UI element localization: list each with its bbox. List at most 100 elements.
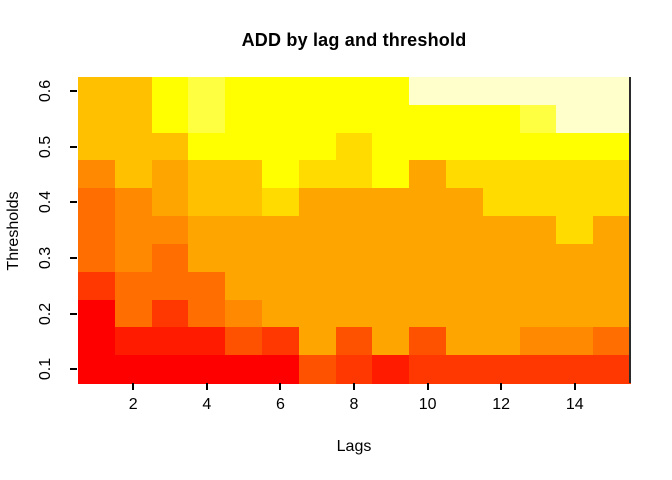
heatmap-cell [335, 77, 374, 106]
heatmap-cell [593, 271, 631, 301]
heatmap-cell [372, 271, 410, 301]
heatmap-cell [188, 104, 226, 134]
y-axis-tick [70, 89, 77, 92]
heatmap-cell [262, 299, 300, 329]
heatmap-cell [262, 216, 300, 245]
heatmap-cell [78, 327, 116, 356]
heatmap-cell [188, 77, 226, 106]
heatmap-cell [114, 299, 153, 329]
heatmap-cell [446, 271, 484, 301]
heatmap-cell [519, 355, 558, 384]
heatmap-cell [78, 271, 116, 301]
heatmap-cell [78, 188, 116, 217]
heatmap-cell [593, 243, 631, 273]
heatmap-cell [409, 327, 447, 356]
y-axis-tick-label: 0.3 [37, 246, 54, 269]
y-axis-tick-label: 0.4 [37, 191, 54, 214]
x-axis-tick [279, 383, 282, 390]
heatmap-cell [556, 355, 594, 384]
heatmap-cell [262, 160, 300, 189]
heatmap-cell [482, 243, 521, 273]
heatmap-cell [262, 327, 300, 356]
heatmap-cell [482, 132, 521, 162]
y-axis-tick [70, 201, 77, 204]
heatmap-cell [151, 299, 190, 329]
y-axis-tick [70, 312, 77, 315]
heatmap-cell [335, 299, 374, 329]
heatmap-cell [188, 132, 226, 162]
heatmap-cell [593, 355, 631, 384]
heatmap-cell [78, 104, 116, 134]
heatmap-cell [298, 243, 337, 273]
heatmap-cell [114, 104, 153, 134]
heatmap-cell [151, 160, 190, 189]
heatmap-cell [188, 243, 226, 273]
heatmap-cell [446, 243, 484, 273]
heatmap-cell [298, 271, 337, 301]
heatmap-cell [114, 271, 153, 301]
y-axis-tick-label: 0.6 [37, 79, 54, 103]
heatmap-cell [556, 243, 594, 273]
plot-right-border [629, 77, 631, 383]
heatmap-cell [335, 160, 374, 189]
heatmap-cell [446, 327, 484, 356]
heatmap-cell [262, 355, 300, 384]
heatmap-cell [78, 216, 116, 245]
heatmap-cell [409, 132, 447, 162]
heatmap-cell [409, 104, 447, 134]
heatmap-cell [298, 299, 337, 329]
heatmap-cell [556, 216, 594, 245]
heatmap-cell [446, 132, 484, 162]
heatmap-cell [372, 355, 410, 384]
heatmap-cell [593, 327, 631, 356]
heatmap-cell [114, 243, 153, 273]
heatmap-cell [519, 271, 558, 301]
heatmap-cell [446, 77, 484, 106]
heatmap-cell [446, 104, 484, 134]
heatmap-cell [482, 160, 521, 189]
heatmap-cell [151, 243, 190, 273]
x-axis-tick-label: 6 [275, 396, 285, 413]
heatmap-cell [556, 132, 594, 162]
heatmap-cell [372, 188, 410, 217]
heatmap-cell [482, 77, 521, 106]
heatmap-cell [298, 160, 337, 189]
heatmap-cell [225, 299, 263, 329]
heatmap-cell [593, 216, 631, 245]
heatmap-cell [225, 77, 263, 106]
heatmap-cell [188, 160, 226, 189]
heatmap-cell [556, 188, 594, 217]
heatmap-plot-area [78, 77, 631, 384]
heatmap-cell [519, 132, 558, 162]
heatmap-cell [298, 104, 337, 134]
heatmap-cell [409, 188, 447, 217]
x-axis-tick [426, 383, 429, 390]
heatmap-cell [593, 104, 631, 134]
x-axis-tick-label: 14 [565, 396, 584, 413]
heatmap-cell [298, 77, 337, 106]
heatmap-cell [188, 188, 226, 217]
y-axis-label: Thresholds [5, 191, 22, 271]
heatmap-cell [409, 271, 447, 301]
x-axis-label: Lags [336, 438, 372, 455]
heatmap-cell [482, 271, 521, 301]
y-axis-tick [70, 256, 77, 259]
heatmap-cell [556, 327, 594, 356]
heatmap-cell [188, 327, 226, 356]
heatmap-cell [593, 188, 631, 217]
heatmap-cell [409, 355, 447, 384]
x-axis-tick [132, 383, 135, 390]
heatmap-cell [225, 188, 263, 217]
heatmap-cell [482, 216, 521, 245]
heatmap-cell [298, 355, 337, 384]
heatmap-cell [225, 243, 263, 273]
x-axis-tick [205, 383, 208, 390]
heatmap-cell [298, 216, 337, 245]
heatmap-cell [593, 132, 631, 162]
heatmap-cell [335, 271, 374, 301]
heatmap-cell [262, 77, 300, 106]
heatmap-cell [519, 77, 558, 106]
heatmap-cell [409, 160, 447, 189]
heatmap-cell [151, 188, 190, 217]
heatmap-cell [188, 271, 226, 301]
